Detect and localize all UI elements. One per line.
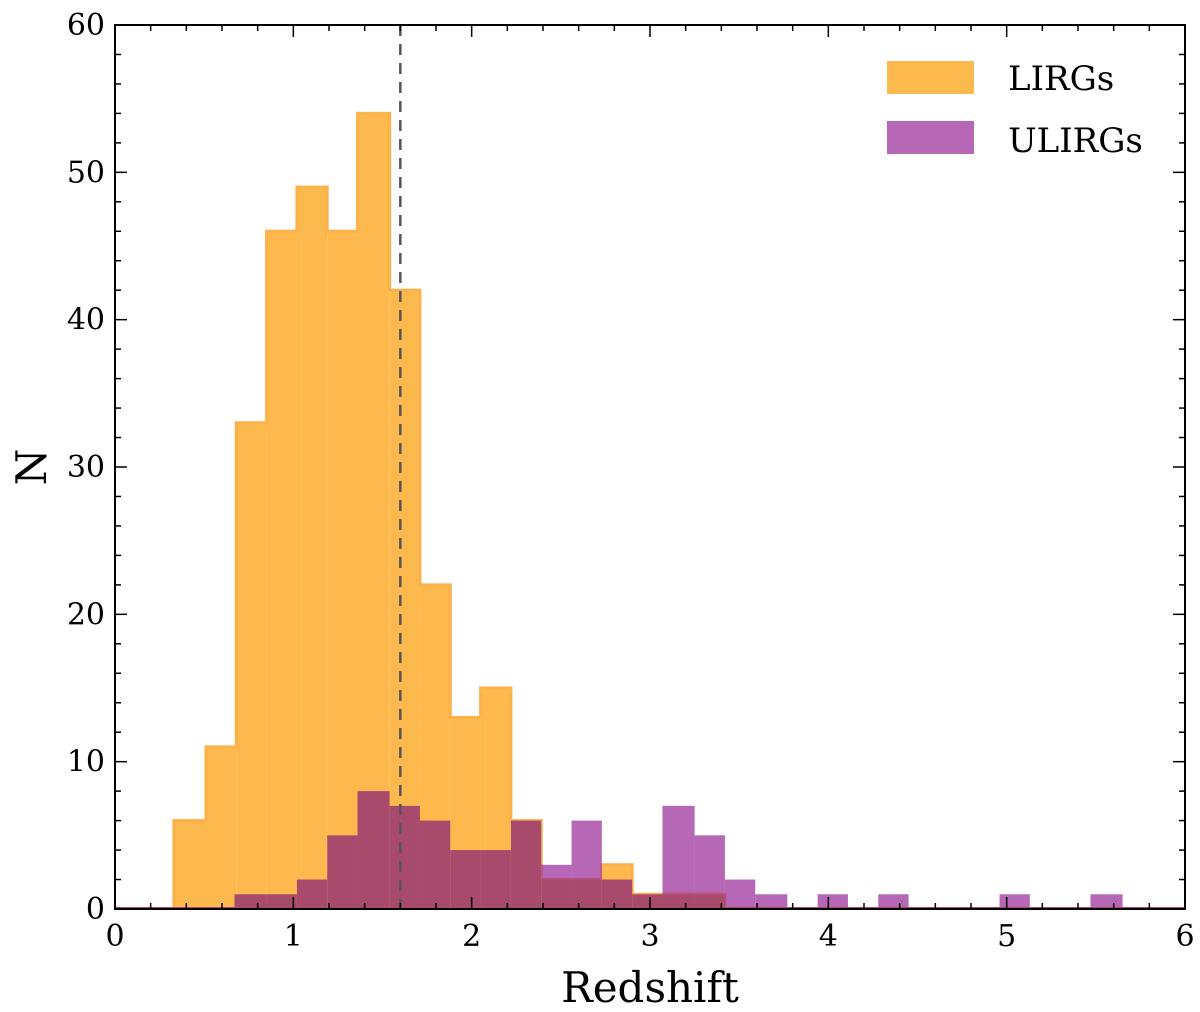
x-tick-label: 2 — [462, 919, 481, 954]
y-tick-label: 30 — [67, 450, 105, 485]
ulirgs-bar-overlap — [450, 850, 481, 909]
x-tick-label: 3 — [640, 919, 659, 954]
ulirgs-bar-overlap — [480, 850, 511, 909]
lirgs-bar — [173, 820, 206, 909]
y-axis-label: N — [7, 449, 56, 486]
ulirgs-bar-overlap — [510, 820, 542, 909]
lirgs-bar — [357, 113, 390, 909]
lirgs-bar — [205, 746, 237, 909]
ulirgs-bar-overlap — [571, 879, 602, 909]
legend-label-lirgs: LIRGs — [1008, 59, 1114, 99]
ulirgs-bar — [1090, 894, 1123, 909]
x-tick-labels: 0 1 2 3 4 5 6 — [105, 919, 1194, 954]
ulirgs-bar — [817, 894, 848, 909]
ulirgs-bar — [662, 805, 695, 895]
y-tick-label: 50 — [67, 155, 105, 190]
legend-swatch-ulirgs — [887, 121, 974, 154]
x-tick-label: 1 — [284, 919, 303, 954]
ulirgs-bar-overlap — [234, 894, 267, 909]
ulirgs-bar-overlap — [694, 894, 725, 909]
ulirgs-histogram — [115, 791, 1185, 909]
y-tick-label: 40 — [67, 303, 105, 338]
lirgs-bar — [296, 187, 328, 910]
ulirgs-bar-overlap — [419, 820, 451, 909]
ulirgs-bar-overlap — [389, 805, 420, 909]
ulirgs-bar-overlap — [632, 894, 663, 909]
y-tick-labels: 0 10 20 30 40 50 60 — [67, 8, 105, 927]
ulirgs-bar — [724, 879, 756, 909]
legend-swatch-lirgs — [887, 61, 974, 94]
ulirgs-bar-overlap — [327, 835, 358, 909]
ulirgs-bar-overlap — [266, 894, 297, 909]
ulirgs-bar — [878, 894, 909, 909]
lirgs-outline — [172, 111, 727, 909]
y-tick-label: 10 — [67, 745, 105, 780]
lirgs-bar — [266, 231, 297, 909]
ulirgs-bar-overlap — [601, 879, 633, 909]
plot-frame — [114, 24, 1186, 910]
y-tick-label: 20 — [67, 597, 105, 632]
ulirgs-bar-overlap — [662, 894, 695, 909]
ulirgs-bar — [755, 894, 788, 909]
ulirgs-bar-overlap — [541, 879, 572, 909]
x-axis-label: Redshift — [561, 963, 739, 1012]
x-tick-label: 5 — [997, 919, 1016, 954]
x-tick-label: 4 — [819, 919, 838, 954]
ulirgs-bar — [571, 820, 602, 880]
x-tick-label: 0 — [105, 919, 124, 954]
legend-label-ulirgs: ULIRGs — [1008, 121, 1143, 161]
y-tick-label: 60 — [67, 8, 105, 43]
y-tick-label: 0 — [86, 892, 105, 927]
lirgs-bar — [327, 231, 358, 909]
lirgs-bar — [236, 422, 267, 909]
ulirgs-bar-overlap — [357, 791, 390, 909]
legend: LIRGs ULIRGs — [887, 59, 1143, 161]
ulirgs-bar-overlap — [296, 879, 328, 909]
ulirgs-bar — [999, 894, 1030, 909]
x-tick-label: 6 — [1175, 919, 1194, 954]
ulirgs-bar — [694, 835, 725, 895]
ulirgs-bar — [541, 864, 572, 880]
